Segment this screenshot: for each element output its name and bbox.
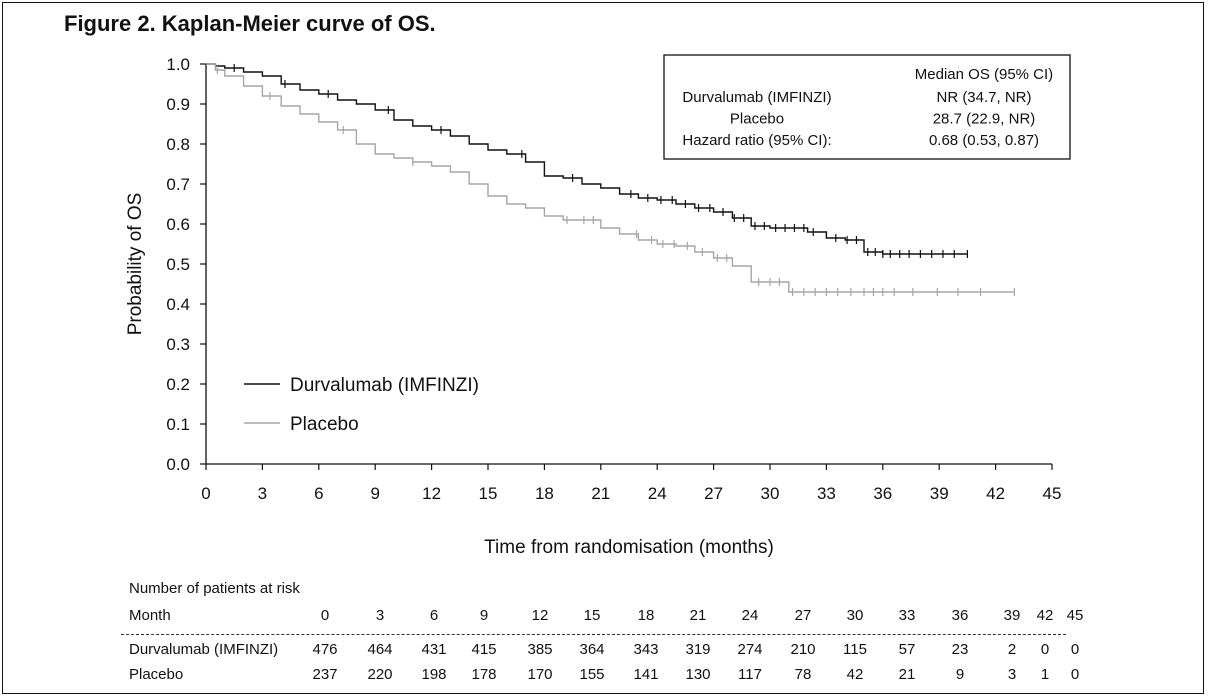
km-curve-durvalumab (206, 63, 968, 255)
annotation-row-label: Placebo (730, 111, 784, 128)
annotation-row-value: 0.68 (0.53, 0.87) (929, 132, 1039, 149)
x-tick-label: 0 (201, 484, 210, 503)
x-tick-label: 18 (535, 484, 554, 503)
y-tick-label: 0.4 (166, 295, 190, 314)
y-tick-label: 0.7 (166, 175, 190, 194)
annotation-box (663, 54, 1071, 160)
x-tick-label: 12 (422, 484, 441, 503)
y-tick-label: 0.6 (166, 215, 190, 234)
x-tick-label: 45 (1043, 484, 1062, 503)
y-tick-label: 0.1 (166, 415, 190, 434)
y-tick-label: 0.8 (166, 135, 190, 154)
x-tick-label: 27 (704, 484, 723, 503)
y-tick-label: 0.5 (166, 255, 190, 274)
x-tick-label: 36 (873, 484, 892, 503)
annotation-row-value: 28.7 (22.9, NR) (933, 111, 1036, 128)
y-tick-label: 0.0 (166, 455, 190, 474)
x-tick-label: 15 (479, 484, 498, 503)
km-curve-placebo (206, 63, 1015, 293)
y-tick-label: 0.9 (166, 95, 190, 114)
x-tick-label: 6 (314, 484, 323, 503)
annotation-header: Median OS (95% CI) (915, 66, 1053, 83)
x-tick-label: 21 (591, 484, 610, 503)
annotation-row-value: NR (34.7, NR) (936, 89, 1031, 106)
x-tick-label: 3 (258, 484, 267, 503)
legend-label-durvalumab: Durvalumab (IMFINZI) (290, 375, 479, 396)
y-tick-label: 1.0 (166, 55, 190, 74)
x-tick-label: 9 (370, 484, 379, 503)
x-axis-label: Time from randomisation (months) (484, 537, 774, 558)
y-tick-label: 0.3 (166, 335, 190, 354)
legend-label-placebo: Placebo (290, 414, 359, 435)
annotation-row-label: Durvalumab (IMFINZI) (682, 89, 831, 106)
y-axis-label: Probability of OS (125, 193, 146, 336)
x-tick-label: 33 (817, 484, 836, 503)
x-tick-label: 42 (986, 484, 1005, 503)
x-tick-label: 30 (761, 484, 780, 503)
x-tick-label: 39 (930, 484, 949, 503)
y-tick-label: 0.2 (166, 375, 190, 394)
annotation-row-label: Hazard ratio (95% CI): (682, 132, 831, 149)
x-tick-label: 24 (648, 484, 667, 503)
figure-title: Figure 2. Kaplan-Meier curve of OS. (64, 11, 436, 36)
